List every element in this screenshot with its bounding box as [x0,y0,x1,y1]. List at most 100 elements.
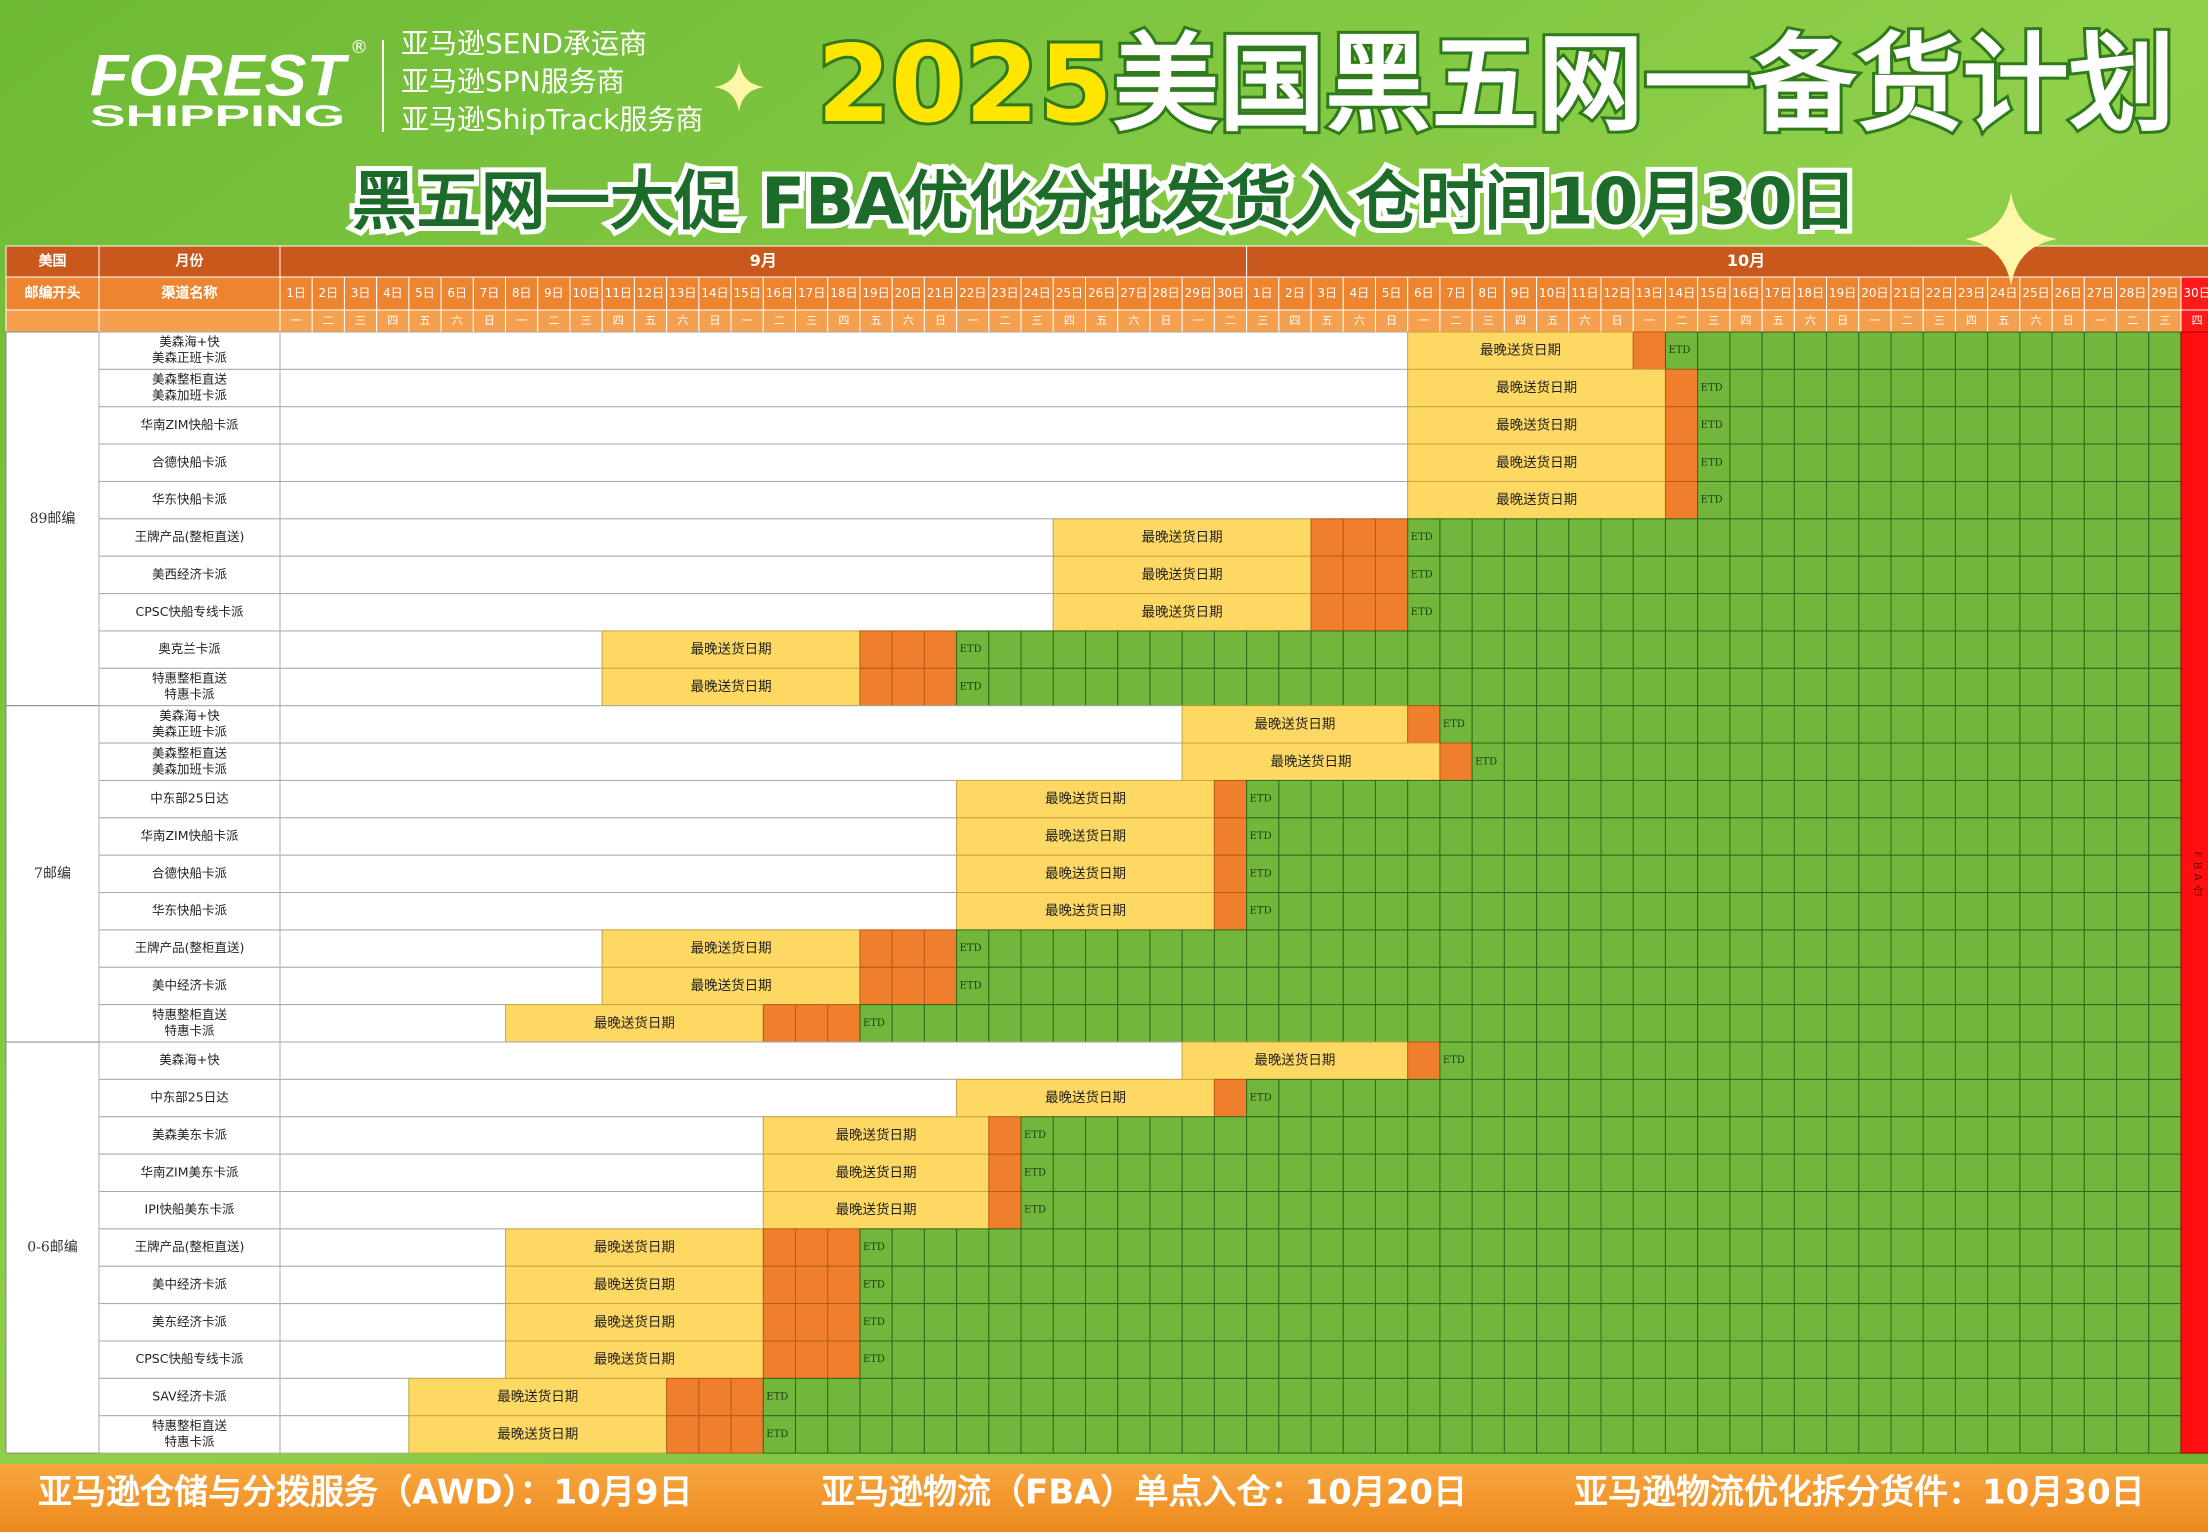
transit-day [1568,705,1602,744]
day-label: 20日 [1861,286,1888,300]
transit-day [1600,555,1634,595]
transit-day [1407,667,1441,707]
transit-day [2116,443,2150,482]
transit-day [1439,1377,1473,1417]
transit-day [2116,1041,2150,1080]
transit-day [2083,406,2118,445]
transit-day [2148,966,2182,1006]
transit-day [1374,1078,1409,1118]
transit-day [2083,1153,2118,1193]
day-label: 15日 [734,286,761,300]
transit-day [1890,630,1924,669]
transit-day [1729,1228,1763,1267]
transit-day [1729,1004,1763,1043]
transit-day [1793,518,1828,557]
etd-label: ETD [1250,906,1272,917]
transit-day [2148,443,2182,482]
transit-day [1761,1041,1795,1080]
transit-day [1954,742,1989,781]
transit-day [1664,1153,1699,1193]
transit-day [1213,1415,1248,1454]
day-label: 22日 [959,286,986,300]
day-label: 16日 [1732,286,1759,300]
transit-day [1761,368,1795,408]
transit-day [956,1303,990,1342]
hold-day [1439,742,1473,781]
transit-day [1664,1265,1699,1305]
transit-day [1697,593,1731,632]
transit-day [2116,555,2150,595]
transit-day [1213,1265,1248,1305]
transit-day [1697,1078,1731,1118]
transit-day [2083,705,2118,744]
transit-day [827,1415,861,1454]
transit-day [1600,1265,1634,1305]
transit-day [2116,1153,2150,1193]
transit-day [2116,331,2150,370]
hold-day [1374,518,1409,557]
transit-day [2083,480,2118,520]
transit-day [1536,742,1570,781]
transit-day [1439,555,1473,595]
transit-day [1858,929,1892,968]
transit-day [1085,966,1119,1006]
transit-day [1890,593,1924,632]
channel-name: 中东部25日达 [150,791,229,806]
empty-span [279,1265,507,1305]
transit-day [1954,667,1989,707]
empty-span [279,966,603,1006]
transit-day [1536,1004,1570,1043]
transit-day [1890,667,1924,707]
transit-day [1826,518,1860,557]
day-label: 8日 [512,286,532,300]
late-delivery-label: 最晚送货日期 [594,1276,675,1293]
late-delivery-span [505,1340,764,1379]
etd-label: ETD [1668,345,1690,356]
transit-day [1632,1415,1666,1454]
transit-day [1954,480,1989,520]
day-label: 1日 [286,286,306,300]
day-header [1664,276,1699,311]
channel-name: SAV经济卡派 [152,1389,227,1404]
weekday-label: 三 [1257,314,1268,327]
transit-day [2051,1340,2085,1379]
weekday-label: 四 [2192,314,2203,327]
channel-name: 美中经济卡派 [152,977,228,992]
transit-day [1342,966,1376,1006]
transit-day [1374,929,1409,968]
transit-day [1826,966,1860,1006]
transit-day [1536,1153,1570,1193]
transit-day [2051,1116,2085,1155]
transit-day [1117,1415,1151,1454]
transit-day [1826,1415,1860,1454]
transit-day [1246,1191,1280,1230]
transit-day [2116,593,2150,632]
transit-day [1858,1116,1892,1155]
transit-day [1761,1078,1795,1118]
transit-day [2019,406,2053,445]
transit-day [1310,630,1344,669]
transit-day [1085,1153,1119,1193]
transit-day [1858,368,1892,408]
transit-day [1503,817,1538,856]
empty-span [279,667,603,707]
transit-day [1020,667,1054,707]
transit-day [1342,1377,1376,1417]
transit-day [1826,630,1860,669]
transit-day [1149,929,1183,968]
transit-day [1922,630,1956,669]
transit-day [1568,1303,1602,1342]
transit-day [2083,1116,2118,1155]
transit-day [1761,1228,1795,1267]
hold-day [730,1377,764,1417]
transit-day [1117,1303,1151,1342]
transit-day [1149,966,1183,1006]
transit-day [2116,1415,2150,1454]
transit-day [1987,1041,2021,1080]
transit-day [1213,1303,1248,1342]
transit-day [1632,1041,1666,1080]
transit-day [891,1265,925,1305]
transit-day [1761,630,1795,669]
transit-day [1664,1116,1699,1155]
transit-day [1310,1078,1344,1118]
